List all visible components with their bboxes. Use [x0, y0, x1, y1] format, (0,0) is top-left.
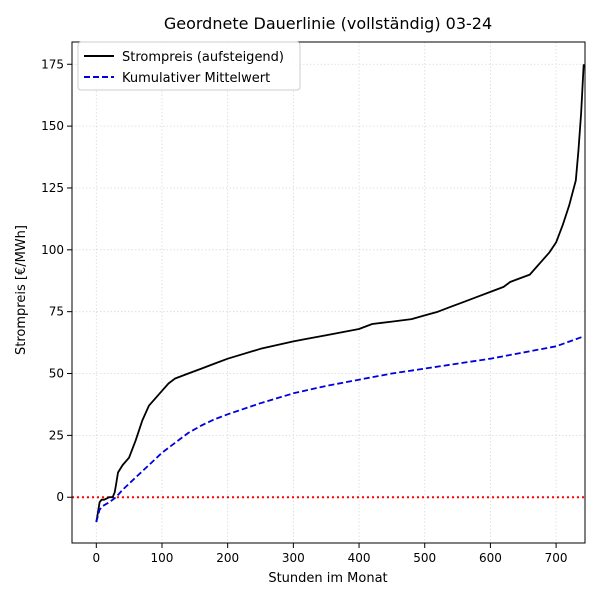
y-tick-label: 75: [49, 305, 64, 319]
series-group: [95, 64, 585, 523]
grid: [72, 42, 585, 543]
y-tick-label: 125: [41, 181, 64, 195]
series-line-mittelwert: [95, 335, 585, 523]
legend-label-strompreis: Strompreis (aufsteigend): [122, 50, 284, 65]
x-axis-label: Stunden im Monat: [268, 571, 387, 586]
legend-box: [77, 41, 301, 91]
x-tick-label: 0: [92, 551, 100, 565]
x-tick-label: 700: [545, 551, 568, 565]
y-tick-label: 150: [41, 119, 64, 133]
x-tick-label: 200: [216, 551, 239, 565]
y-tick-label: 175: [41, 57, 64, 71]
x-tick-label: 500: [413, 551, 436, 565]
axis-ticks: 0 100 200 300 400 500 600 700 0 25 50 75 100 125 150 17…: [41, 57, 567, 565]
x-tick-label: 600: [479, 551, 502, 565]
plot-area-frame: [71, 41, 586, 544]
y-tick-label: 0: [56, 490, 64, 504]
y-axis-label: Strompreis [€/MWh]: [14, 225, 29, 355]
y-tick-label: 100: [41, 243, 64, 257]
y-tick-label: 25: [49, 428, 64, 442]
x-tick-label: 400: [348, 551, 371, 565]
legend: Strompreis (aufsteigend) Kumulativer Mit…: [77, 41, 301, 91]
chart-title: Geordnete Dauerlinie (vollständig) 03-24: [164, 14, 492, 33]
y-tick-label: 50: [49, 367, 64, 381]
series-line-strompreis: [95, 64, 585, 523]
x-tick-label: 300: [282, 551, 305, 565]
legend-label-mittelwert: Kumulativer Mittelwert: [122, 71, 270, 86]
x-tick-label: 100: [151, 551, 174, 565]
